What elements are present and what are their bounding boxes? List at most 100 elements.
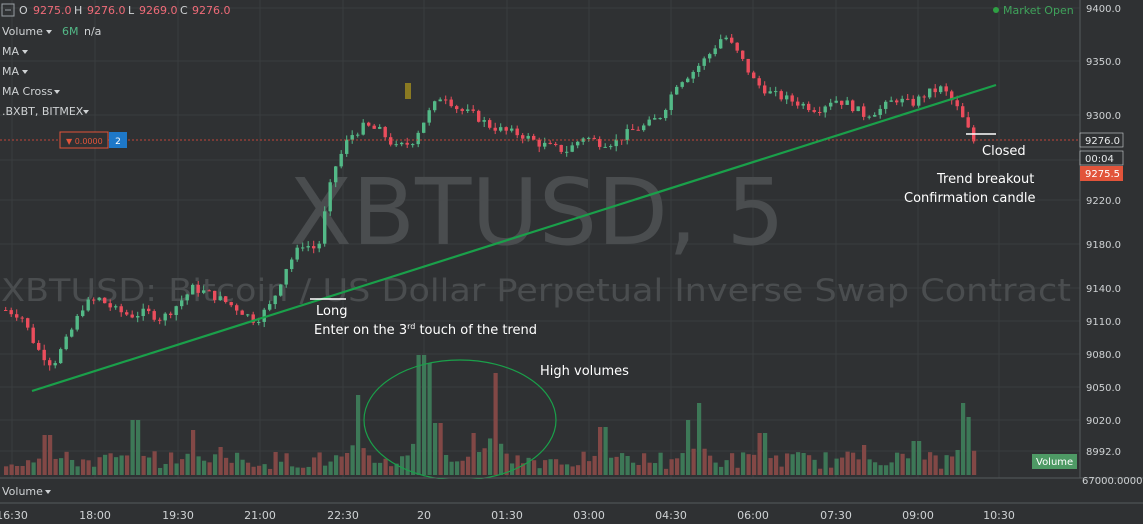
candle-body	[471, 109, 475, 111]
candle-body	[125, 312, 129, 315]
candle-body	[862, 106, 866, 117]
candle-body	[378, 127, 382, 129]
annotation-enter-rest: touch of the trend	[415, 323, 537, 338]
volume-bar	[537, 468, 542, 475]
time-tick-label: 21:00	[244, 509, 276, 522]
trendline[interactable]	[31, 83, 997, 393]
time-tick-label: 01:30	[491, 509, 523, 522]
candle-body	[944, 86, 948, 92]
candle-body	[268, 304, 272, 310]
time-tick-label: 03:00	[573, 509, 605, 522]
candle-body	[812, 110, 816, 112]
candle-body	[526, 135, 530, 139]
volume-bar	[290, 466, 295, 475]
position-qty-box[interactable]	[109, 132, 127, 148]
candle-body	[955, 100, 959, 107]
candle-body	[851, 100, 855, 112]
candle-body	[873, 114, 877, 117]
volume-bar	[323, 465, 328, 475]
volume-bar	[609, 457, 614, 475]
candle-body	[521, 135, 525, 139]
volume-bar	[763, 433, 768, 475]
candle-body	[185, 294, 189, 301]
candle-body	[466, 109, 470, 111]
volume-bar	[378, 462, 383, 475]
volume-bar	[939, 468, 944, 475]
volume-pane-label[interactable]: Volume	[2, 485, 43, 498]
candle-body	[37, 342, 41, 350]
volume-bar	[785, 453, 790, 475]
time-tick-label: 16:30	[0, 509, 28, 522]
candle-body	[845, 100, 849, 105]
market-status-dot	[993, 7, 999, 13]
annotation-breakout-2: Confirmation candle	[904, 191, 1035, 206]
volume-bar	[224, 457, 229, 475]
volume-bar	[471, 433, 476, 475]
volume-bar	[64, 451, 69, 475]
chevron-down-icon	[83, 110, 89, 114]
candle-body	[493, 127, 497, 131]
indicator-ma2[interactable]: MA	[2, 65, 19, 78]
candle-body	[279, 284, 283, 296]
annotation-enter: Enter on the 3rd touch of the trend	[314, 322, 537, 338]
candle-body	[367, 122, 371, 126]
indicator-ma1[interactable]: MA	[2, 45, 19, 58]
legend-panel: O 9275.0 H 9276.0 L 9269.0 C 9276.0 Volu…	[1, 3, 231, 118]
event-marker[interactable]	[405, 83, 411, 99]
candle-body	[889, 100, 893, 102]
volume-bar	[878, 465, 883, 475]
bid-badge	[1080, 166, 1123, 181]
volume-bar	[361, 448, 366, 475]
position-widget[interactable]: ▼ 0.0000 2	[59, 131, 127, 149]
volume-bar	[933, 455, 938, 475]
indicator-ma-cross[interactable]: MA Cross	[2, 85, 53, 98]
candle-body	[383, 127, 387, 138]
position-pnl-box[interactable]	[59, 131, 109, 149]
time-tick-label: 06:00	[737, 509, 769, 522]
candle-body	[114, 306, 118, 308]
volume-bar	[856, 459, 861, 475]
time-axis[interactable]: 16:30 18:00 19:30 21:00 22:30 20 01:30 03:00 04:…	[0, 509, 1015, 522]
candle-body	[818, 111, 822, 113]
volume-bar	[675, 458, 680, 475]
volume-bar	[493, 373, 498, 475]
candle-body	[779, 91, 783, 100]
volume-bar	[708, 455, 713, 475]
candle-body	[163, 313, 167, 321]
volume-bar	[801, 452, 806, 475]
indicator-volume-label[interactable]: Volume	[2, 25, 43, 38]
volume-bar	[317, 452, 322, 475]
candle-body	[763, 85, 767, 94]
volume-bar	[103, 454, 108, 475]
volume-bar	[356, 395, 361, 475]
candle-body	[92, 299, 96, 301]
volume-bar	[719, 466, 724, 475]
volume-bar	[9, 464, 14, 475]
ohlc-l-value: 9269.0	[139, 4, 178, 17]
candle-body	[262, 309, 266, 322]
volume-bar	[565, 464, 570, 475]
volume-bar	[152, 451, 157, 475]
candle-body	[422, 122, 426, 133]
candle-body	[928, 88, 932, 98]
volume-bar	[37, 458, 42, 475]
candle-body	[785, 95, 789, 100]
volume-bar	[345, 453, 350, 475]
candle-body	[301, 247, 305, 249]
candle-body	[609, 146, 613, 148]
candle-body	[488, 120, 492, 128]
volume-bar	[972, 450, 977, 475]
candle-body	[400, 142, 404, 145]
volume-bar	[26, 460, 31, 475]
price-tick-label: 9080.0	[1086, 350, 1121, 361]
collapse-toggle[interactable]	[1, 3, 15, 17]
candle-body	[136, 316, 140, 318]
candle-body	[966, 117, 970, 128]
candle-body	[636, 129, 640, 131]
indicator-compare-symbol[interactable]: .BXBT, BITMEX	[2, 105, 84, 118]
volume-bar	[279, 461, 284, 475]
volume-bar	[559, 464, 564, 475]
candle-body	[829, 102, 833, 107]
candle-body	[130, 314, 134, 318]
